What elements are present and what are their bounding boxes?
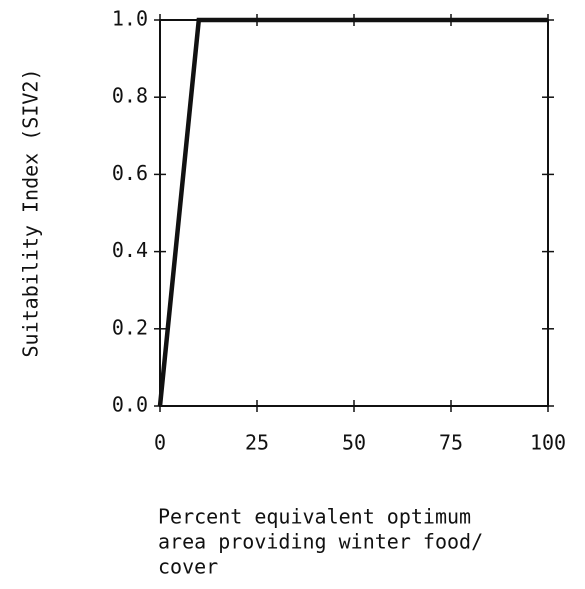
y-tick-label: 0.8 (112, 84, 148, 108)
y-tick-label: 0.0 (112, 393, 148, 417)
x-tick-label: 75 (439, 431, 463, 455)
x-tick-label: 25 (245, 431, 269, 455)
y-tick-label: 0.4 (112, 238, 148, 262)
y-tick-label: 0.6 (112, 161, 148, 185)
x-tick-label: 50 (342, 431, 366, 455)
x-axis-label: cover (158, 555, 218, 579)
data-line (157, 17, 548, 407)
x-tick-label: 100 (530, 431, 566, 455)
y-axis-label: Suitability Index (SIV2) (19, 69, 43, 358)
plot-frame (159, 19, 549, 407)
x-axis-label: Percent equivalent optimum (158, 505, 471, 529)
x-axis-label: area providing winter food/ (158, 530, 483, 554)
y-tick-label: 0.2 (112, 315, 148, 339)
x-tick-label: 0 (154, 431, 166, 455)
y-tick-label: 1.0 (112, 7, 148, 31)
